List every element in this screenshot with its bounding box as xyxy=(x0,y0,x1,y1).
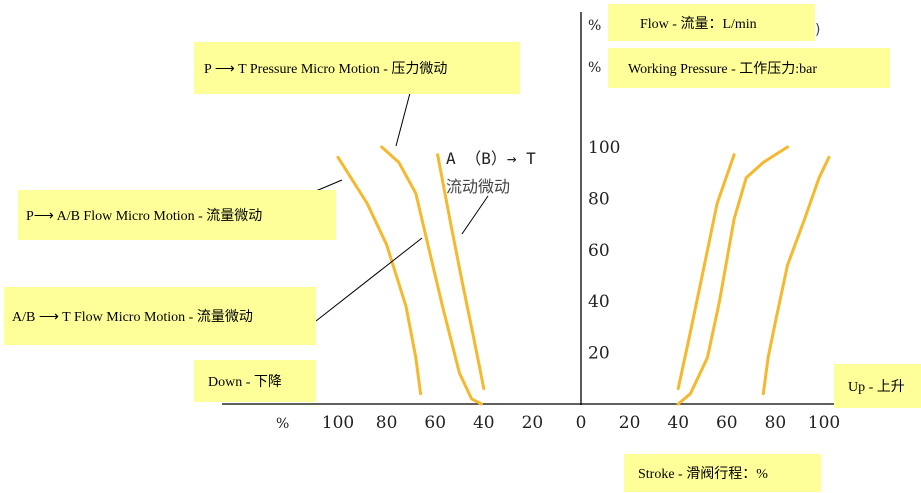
y-percent-mark-flow: % xyxy=(588,18,601,34)
y-percent-mark-pressure: % xyxy=(588,60,601,76)
x-axis-label: Stroke - 滑阀行程：% xyxy=(624,454,821,492)
flow-label-bracket: ) xyxy=(815,22,820,38)
flow-axis-label: Flow - 流量：L/min xyxy=(608,4,815,41)
x-tick-label: 100 xyxy=(808,413,840,433)
x-tick-label: 40 xyxy=(667,413,689,433)
x-tick-label: 80 xyxy=(376,413,398,433)
y-tick-label: 40 xyxy=(588,292,610,312)
leader-pt-pressure xyxy=(395,92,411,147)
y-tick-labels: 20 40 60 80 100 xyxy=(588,138,620,364)
curve-up-4 xyxy=(676,153,736,391)
x-tick-label: 20 xyxy=(619,413,641,433)
curve-down-1 xyxy=(336,155,423,396)
x-tick-label: 60 xyxy=(716,413,738,433)
curve-up-6 xyxy=(761,155,831,396)
x-tick-label: 20 xyxy=(522,413,544,433)
leader-abt-flow xyxy=(461,195,489,235)
y-tick-label: 20 xyxy=(588,344,610,364)
p-ab-flow-annotation: P⟶ A/B Flow Micro Motion - 流量微动 xyxy=(18,190,336,240)
x-tick-label: 80 xyxy=(765,413,787,433)
x-tick-label: 0 xyxy=(576,413,587,433)
x-percent-mark: % xyxy=(276,416,289,432)
x-tick-label: 100 xyxy=(322,413,354,433)
pressure-axis-label: Working Pressure - 工作压力:bar xyxy=(608,48,890,88)
leader-ab-t-flow xyxy=(315,237,423,322)
abt-annotation-line2: 流动微动 xyxy=(446,177,510,196)
curve-up-5 xyxy=(676,145,789,406)
curves xyxy=(336,145,831,406)
x-tick-labels: 100 80 60 40 20 0 20 40 60 80 100 xyxy=(322,413,840,433)
x-tick-label: 40 xyxy=(473,413,495,433)
curve-down-3 xyxy=(436,153,486,391)
y-tick-label: 60 xyxy=(588,241,610,261)
y-tick-label: 80 xyxy=(588,189,610,209)
curve-down-2 xyxy=(380,145,483,406)
ab-t-flow-annotation: A/B ⟶ T Flow Micro Motion - 流量微动 xyxy=(4,287,316,345)
y-tick-label: 100 xyxy=(588,138,620,158)
down-label: Down - 下降 xyxy=(194,360,316,402)
up-label: Up - 上升 xyxy=(834,364,921,408)
pt-pressure-annotation: P ⟶ T Pressure Micro Motion - 压力微动 xyxy=(194,42,520,94)
x-tick-label: 60 xyxy=(424,413,446,433)
abt-annotation-line1: A （B）→ T xyxy=(446,149,536,168)
